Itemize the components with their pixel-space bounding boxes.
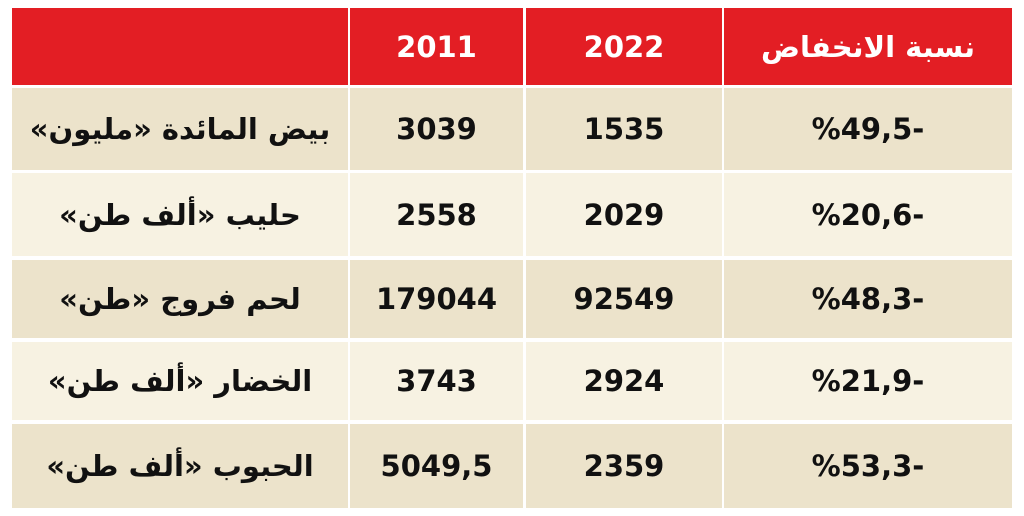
header-cell: 2011 — [350, 8, 523, 85]
table-cell: 2558 — [350, 173, 523, 256]
table-cell: 92549 — [526, 260, 722, 338]
header-cell: 2022 — [526, 8, 722, 85]
row-label: بيض المائدة «مليون» — [12, 88, 348, 170]
table-cell: 5049,5 — [350, 424, 523, 508]
table-cell: 3039 — [350, 88, 523, 170]
table-cell: 2924 — [526, 342, 722, 420]
table-cell: 1535 — [526, 88, 722, 170]
table-cell: %53,3- — [724, 424, 1012, 508]
table-cell: %20,6- — [724, 173, 1012, 256]
header-cell: نسبة الانخفاض — [724, 8, 1012, 85]
table-cell: %21,9- — [724, 342, 1012, 420]
table-cell: %49,5- — [724, 88, 1012, 170]
row-label: لحم فروج «طن» — [12, 260, 348, 338]
row-label: الحبوب «ألف طن» — [12, 424, 348, 508]
table-cell: %48,3- — [724, 260, 1012, 338]
table-cell: 179044 — [350, 260, 523, 338]
table-cell: 2359 — [526, 424, 722, 508]
table-cell: 2029 — [526, 173, 722, 256]
table-cell: 3743 — [350, 342, 523, 420]
header-cell — [12, 8, 348, 85]
row-label: الخضار «ألف طن» — [12, 342, 348, 420]
row-label: حليب «ألف طن» — [12, 173, 348, 256]
